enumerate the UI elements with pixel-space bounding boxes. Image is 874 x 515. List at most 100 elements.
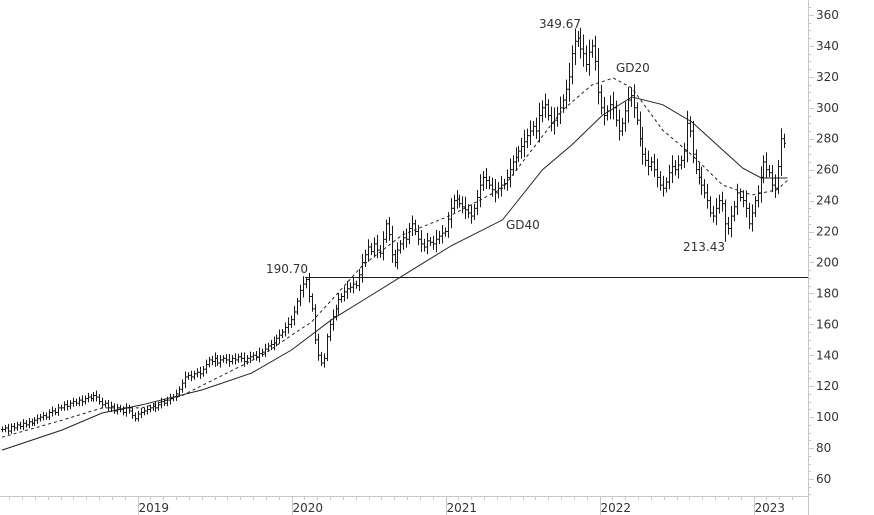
y-tick-label: 60: [816, 472, 831, 486]
price-bar: [196, 368, 199, 378]
price-bar: [87, 392, 90, 403]
price-bar: [597, 47, 600, 105]
price-bar: [364, 249, 367, 268]
price-bar: [671, 155, 674, 183]
price-bar: [476, 190, 479, 216]
price-bar: [340, 293, 343, 303]
price-bar: [361, 253, 364, 283]
price-bar: [429, 236, 432, 246]
price-bar: [777, 160, 780, 195]
axes: 60 80 100 120 140 160 180 200 220 240 260 280 300 320…: [0, 0, 839, 515]
price-bar: [591, 39, 594, 58]
price-bar: [249, 351, 252, 364]
price-bar: [612, 91, 615, 120]
price-bar: [550, 106, 553, 132]
price-bar: [72, 397, 75, 407]
price-bar: [172, 393, 175, 402]
y-tick-label: 140: [816, 348, 839, 362]
price-bar: [647, 150, 650, 176]
price-bar: [275, 334, 278, 347]
price-bar: [399, 239, 402, 254]
price-bar: [28, 418, 31, 429]
price-bar: [208, 356, 211, 368]
price-bar: [579, 27, 582, 59]
price-bar: [559, 96, 562, 125]
price-bar: [81, 395, 84, 406]
price-bar: [771, 165, 774, 193]
x-tick-label: 2021: [447, 501, 478, 515]
x-tick-label: 2023: [755, 501, 786, 515]
price-bar: [154, 401, 157, 412]
price-bar: [600, 84, 603, 115]
price-bar: [25, 420, 28, 428]
price-bar: [751, 204, 754, 232]
price-bar: [520, 137, 523, 159]
price-bar: [695, 149, 698, 175]
price-bar: [184, 371, 187, 389]
price-bar: [219, 354, 222, 368]
price-bar: [281, 328, 284, 338]
moving-averages: [1, 77, 788, 451]
price-bar: [417, 224, 420, 246]
price-bar: [762, 155, 765, 184]
price-bar: [662, 175, 665, 197]
price-bar: [388, 217, 391, 241]
y-tick-label: 180: [816, 286, 839, 300]
price-bar: [724, 199, 727, 242]
price-bar: [92, 391, 95, 402]
price-bar: [296, 297, 299, 315]
price-bar: [175, 389, 178, 401]
price-bar: [757, 185, 760, 208]
price-bar: [202, 365, 205, 377]
price-bar: [742, 190, 745, 208]
price-bar: [730, 206, 733, 238]
gd40-label: GD40: [506, 218, 540, 232]
price-bar: [299, 284, 302, 307]
price-bar: [193, 370, 196, 380]
price-bar: [225, 354, 228, 364]
price-bar: [712, 205, 715, 223]
x-tick-label: 2020: [293, 501, 324, 515]
price-bar: [385, 219, 388, 244]
price-bar: [48, 409, 51, 421]
price-bar: [689, 116, 692, 138]
price-bar: [75, 398, 78, 407]
price-bar: [639, 111, 642, 147]
price-bar: [326, 333, 329, 362]
price-bar: [346, 280, 349, 299]
price-bar: [146, 405, 149, 415]
price-bar: [305, 276, 308, 289]
price-bar: [379, 245, 382, 258]
price-bar: [317, 333, 320, 361]
price-bar: [178, 386, 181, 397]
price-bar: [727, 216, 730, 235]
x-tick-label: 2022: [601, 501, 632, 515]
price-bar: [237, 353, 240, 363]
price-bar: [650, 157, 653, 172]
price-bar: [733, 200, 736, 222]
price-bar: [45, 412, 48, 420]
y-tick-label: 200: [816, 255, 839, 269]
price-bar: [745, 190, 748, 218]
y-tick-label: 360: [816, 8, 839, 22]
gd20-line: [1, 77, 788, 438]
price-bar: [332, 309, 335, 331]
price-bar: [765, 152, 768, 179]
price-bar: [1, 426, 4, 433]
price-bar: [692, 120, 695, 164]
price-bar: [606, 105, 609, 121]
price-bar: [538, 102, 541, 143]
price-bar: [367, 239, 370, 262]
price-bar: [69, 400, 72, 410]
price-bar: [479, 174, 482, 208]
price-bar: [636, 102, 639, 126]
price-bar: [90, 393, 93, 402]
price-bar: [19, 421, 22, 430]
y-tick-label: 120: [816, 379, 839, 393]
price-bar: [438, 230, 441, 245]
price-bar: [116, 403, 119, 415]
gd20-label: GD20: [616, 61, 650, 75]
price-bar: [497, 182, 500, 199]
price-bar: [541, 100, 544, 123]
